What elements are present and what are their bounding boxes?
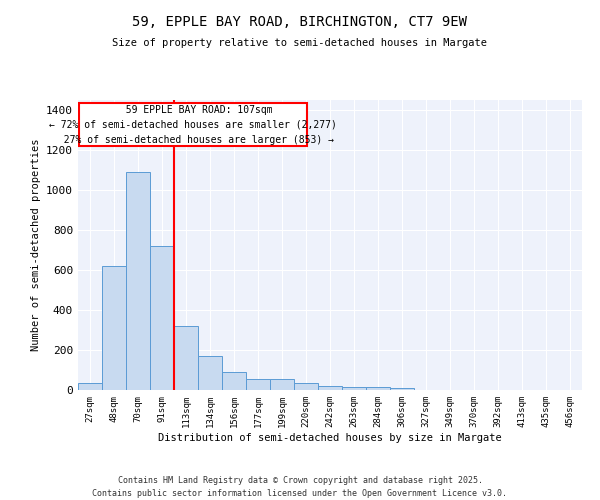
Bar — [294, 383, 318, 390]
Bar — [246, 378, 270, 390]
Bar — [222, 372, 246, 390]
Bar — [318, 386, 342, 390]
Text: Contains HM Land Registry data © Crown copyright and database right 2025.
Contai: Contains HM Land Registry data © Crown c… — [92, 476, 508, 498]
Bar — [78, 383, 102, 390]
Bar — [150, 246, 174, 390]
Y-axis label: Number of semi-detached properties: Number of semi-detached properties — [31, 138, 41, 352]
Text: 59 EPPLE BAY ROAD: 107sqm
← 72% of semi-detached houses are smaller (2,277)
  27: 59 EPPLE BAY ROAD: 107sqm ← 72% of semi-… — [49, 105, 337, 144]
Bar — [174, 326, 198, 390]
Bar — [342, 387, 366, 390]
X-axis label: Distribution of semi-detached houses by size in Margate: Distribution of semi-detached houses by … — [158, 432, 502, 442]
Text: 59, EPPLE BAY ROAD, BIRCHINGTON, CT7 9EW: 59, EPPLE BAY ROAD, BIRCHINGTON, CT7 9EW — [133, 15, 467, 29]
Bar — [198, 356, 222, 390]
Bar — [126, 172, 150, 390]
Text: Size of property relative to semi-detached houses in Margate: Size of property relative to semi-detach… — [113, 38, 487, 48]
Bar — [79, 104, 307, 146]
Bar — [390, 388, 414, 390]
Bar — [366, 388, 390, 390]
Bar — [102, 266, 126, 390]
Bar — [270, 378, 294, 390]
